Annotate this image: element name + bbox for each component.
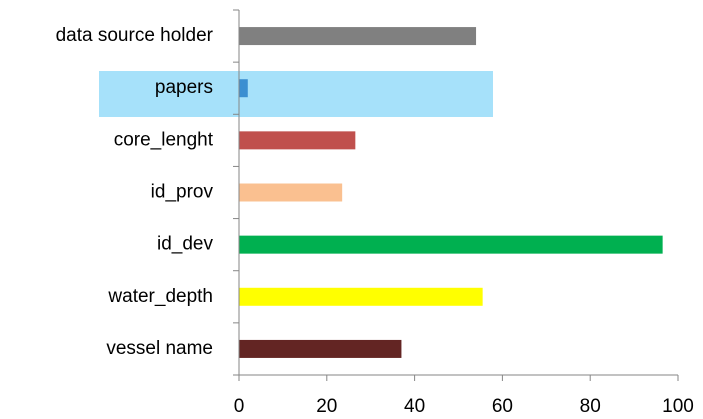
bar (239, 27, 477, 46)
y-tick-label: id_dev (157, 234, 213, 255)
y-tick-label: vessel name (106, 338, 213, 359)
y-tick-label: papers (155, 77, 213, 98)
bar (239, 339, 402, 358)
bar (239, 131, 356, 150)
x-tick-label: 0 (234, 396, 245, 417)
y-tick-label: core_lenght (114, 129, 214, 150)
bar (239, 235, 663, 254)
x-tick-label: 80 (580, 396, 601, 417)
x-tick-label: 20 (316, 396, 337, 417)
y-tick-label: data source holder (56, 25, 214, 46)
bar (239, 287, 483, 306)
bar (239, 183, 343, 202)
y-tick-label: water_depth (107, 286, 213, 307)
bar (239, 79, 248, 98)
selection-highlight[interactable] (99, 71, 493, 117)
x-tick-label: 40 (404, 396, 425, 417)
y-tick-label: id_prov (151, 182, 214, 203)
x-tick-label: 60 (492, 396, 513, 417)
x-tick-label: 100 (662, 396, 694, 417)
